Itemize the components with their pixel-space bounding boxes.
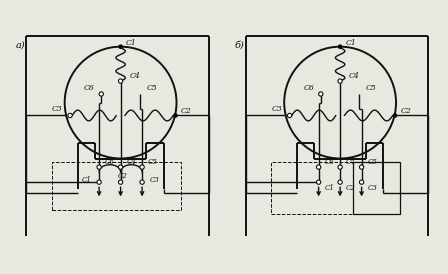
Text: C4: C4 [346, 158, 356, 166]
Text: C3: C3 [150, 176, 160, 184]
Circle shape [338, 79, 342, 83]
Circle shape [118, 79, 123, 83]
Circle shape [316, 180, 321, 184]
Circle shape [140, 165, 144, 169]
Circle shape [338, 45, 342, 48]
Circle shape [174, 114, 177, 117]
Circle shape [140, 180, 144, 184]
Circle shape [319, 92, 323, 96]
Text: C6: C6 [304, 84, 314, 92]
Text: C2: C2 [181, 107, 192, 115]
Circle shape [97, 180, 101, 184]
Text: C4: C4 [129, 72, 140, 80]
Text: C1: C1 [345, 39, 356, 47]
Circle shape [99, 92, 103, 96]
Circle shape [97, 165, 101, 169]
Text: б): б) [235, 40, 245, 49]
Text: C2: C2 [118, 172, 128, 180]
Text: C6: C6 [105, 158, 115, 166]
Text: C5: C5 [366, 84, 377, 92]
Circle shape [288, 113, 292, 118]
Circle shape [338, 165, 342, 169]
Text: C6: C6 [324, 158, 334, 166]
Circle shape [359, 180, 364, 184]
Circle shape [119, 45, 122, 48]
Text: C3: C3 [367, 184, 377, 192]
Text: C5: C5 [146, 84, 157, 92]
Text: C5: C5 [367, 158, 377, 166]
Text: C4: C4 [126, 158, 136, 166]
Circle shape [118, 165, 123, 169]
Text: C4: C4 [349, 72, 359, 80]
Text: C3: C3 [271, 105, 282, 113]
Circle shape [316, 165, 321, 169]
Circle shape [68, 113, 72, 118]
Circle shape [393, 114, 396, 117]
Text: а): а) [15, 40, 25, 49]
Text: C2: C2 [346, 184, 356, 192]
Text: C2: C2 [401, 107, 411, 115]
Text: C1: C1 [126, 39, 137, 47]
Text: C6: C6 [84, 84, 95, 92]
Circle shape [118, 180, 123, 184]
Text: C5: C5 [148, 158, 158, 166]
Circle shape [359, 165, 364, 169]
Text: C3: C3 [52, 105, 63, 113]
Circle shape [338, 180, 342, 184]
Text: C1: C1 [324, 184, 334, 192]
Text: C1: C1 [81, 176, 91, 184]
